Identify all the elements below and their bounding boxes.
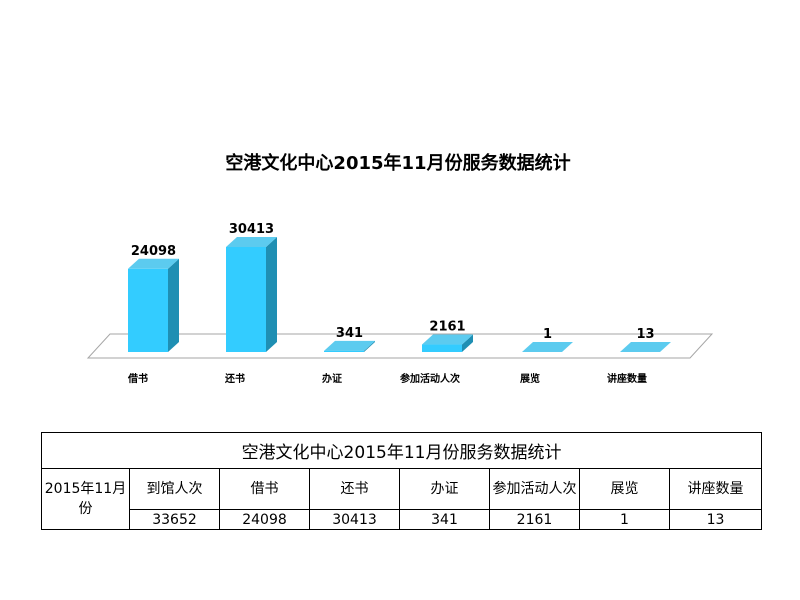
category-labels-group: 借书 还书 办证 参加活动人次 展览 讲座数量 bbox=[127, 372, 647, 385]
value-label-1: 30413 bbox=[229, 222, 274, 237]
bar-side bbox=[168, 258, 179, 352]
chart-floor-plane bbox=[86, 333, 714, 359]
bar-4 bbox=[522, 341, 573, 352]
category-label-1: 还书 bbox=[224, 372, 245, 385]
table-header-borrow: 借书 bbox=[219, 468, 310, 510]
bar-side bbox=[660, 341, 671, 352]
chart-title: 空港文化中心2015年11月份服务数据统计 bbox=[225, 152, 570, 174]
bars-group bbox=[128, 237, 671, 352]
value-label-3: 2161 bbox=[429, 320, 465, 335]
data-table: 空港文化中心2015年11月份服务数据统计 2015年11月份 到馆人次 借书 … bbox=[40, 432, 763, 530]
bar-top bbox=[324, 340, 375, 351]
category-label-3: 参加活动人次 bbox=[400, 372, 460, 385]
table-header-return: 还书 bbox=[309, 468, 400, 510]
category-label-5: 讲座数量 bbox=[607, 372, 647, 385]
bar-chart: 空港文化中心2015年11月份服务数据统计 24098 30413 341 2161 1… bbox=[86, 152, 714, 385]
bar-front bbox=[128, 268, 168, 352]
value-label-0: 24098 bbox=[131, 244, 176, 259]
value-label-2: 341 bbox=[336, 326, 363, 341]
table-value-lectures: 13 bbox=[668, 509, 763, 530]
bar-top bbox=[422, 334, 473, 345]
bar-side bbox=[462, 334, 473, 352]
table-month-label: 2015年11月份 bbox=[41, 468, 130, 530]
category-label-4: 展览 bbox=[520, 372, 540, 385]
bar-0 bbox=[128, 258, 179, 352]
bar-3 bbox=[422, 334, 473, 352]
bar-side bbox=[266, 237, 277, 352]
table-value-exhibition: 1 bbox=[579, 509, 670, 530]
bar-5 bbox=[620, 341, 671, 352]
bar-1 bbox=[226, 237, 277, 352]
table-value-borrow: 24098 bbox=[219, 509, 310, 530]
value-label-5: 13 bbox=[636, 327, 654, 342]
table-value-cards: 341 bbox=[399, 509, 490, 530]
value-labels-group: 24098 30413 341 2161 1 13 bbox=[131, 222, 655, 342]
category-label-2: 办证 bbox=[322, 372, 342, 385]
table-value-activity: 2161 bbox=[489, 509, 580, 530]
bar-top bbox=[226, 237, 277, 247]
category-label-0: 借书 bbox=[127, 372, 148, 385]
table-value-return: 30413 bbox=[309, 509, 400, 530]
table-header-visits: 到馆人次 bbox=[129, 468, 220, 510]
bar-front bbox=[324, 350, 364, 352]
bar-top bbox=[522, 341, 573, 352]
bar-front bbox=[422, 344, 462, 352]
table-title: 空港文化中心2015年11月份服务数据统计 bbox=[40, 432, 763, 469]
bar-front bbox=[226, 247, 266, 352]
bar-side bbox=[364, 340, 375, 352]
table-header-lectures: 讲座数量 bbox=[668, 468, 763, 510]
bar-side bbox=[562, 341, 573, 352]
bar-top bbox=[620, 341, 671, 352]
table-header-exhibition: 展览 bbox=[579, 468, 670, 510]
value-label-4: 1 bbox=[543, 327, 552, 342]
table-header-cards: 办证 bbox=[399, 468, 490, 510]
table-value-visits: 33652 bbox=[129, 509, 220, 530]
table-header-activity: 参加活动人次 bbox=[489, 468, 580, 510]
bar-top bbox=[128, 258, 179, 269]
chart-floor bbox=[86, 333, 714, 359]
bar-2 bbox=[324, 340, 375, 352]
